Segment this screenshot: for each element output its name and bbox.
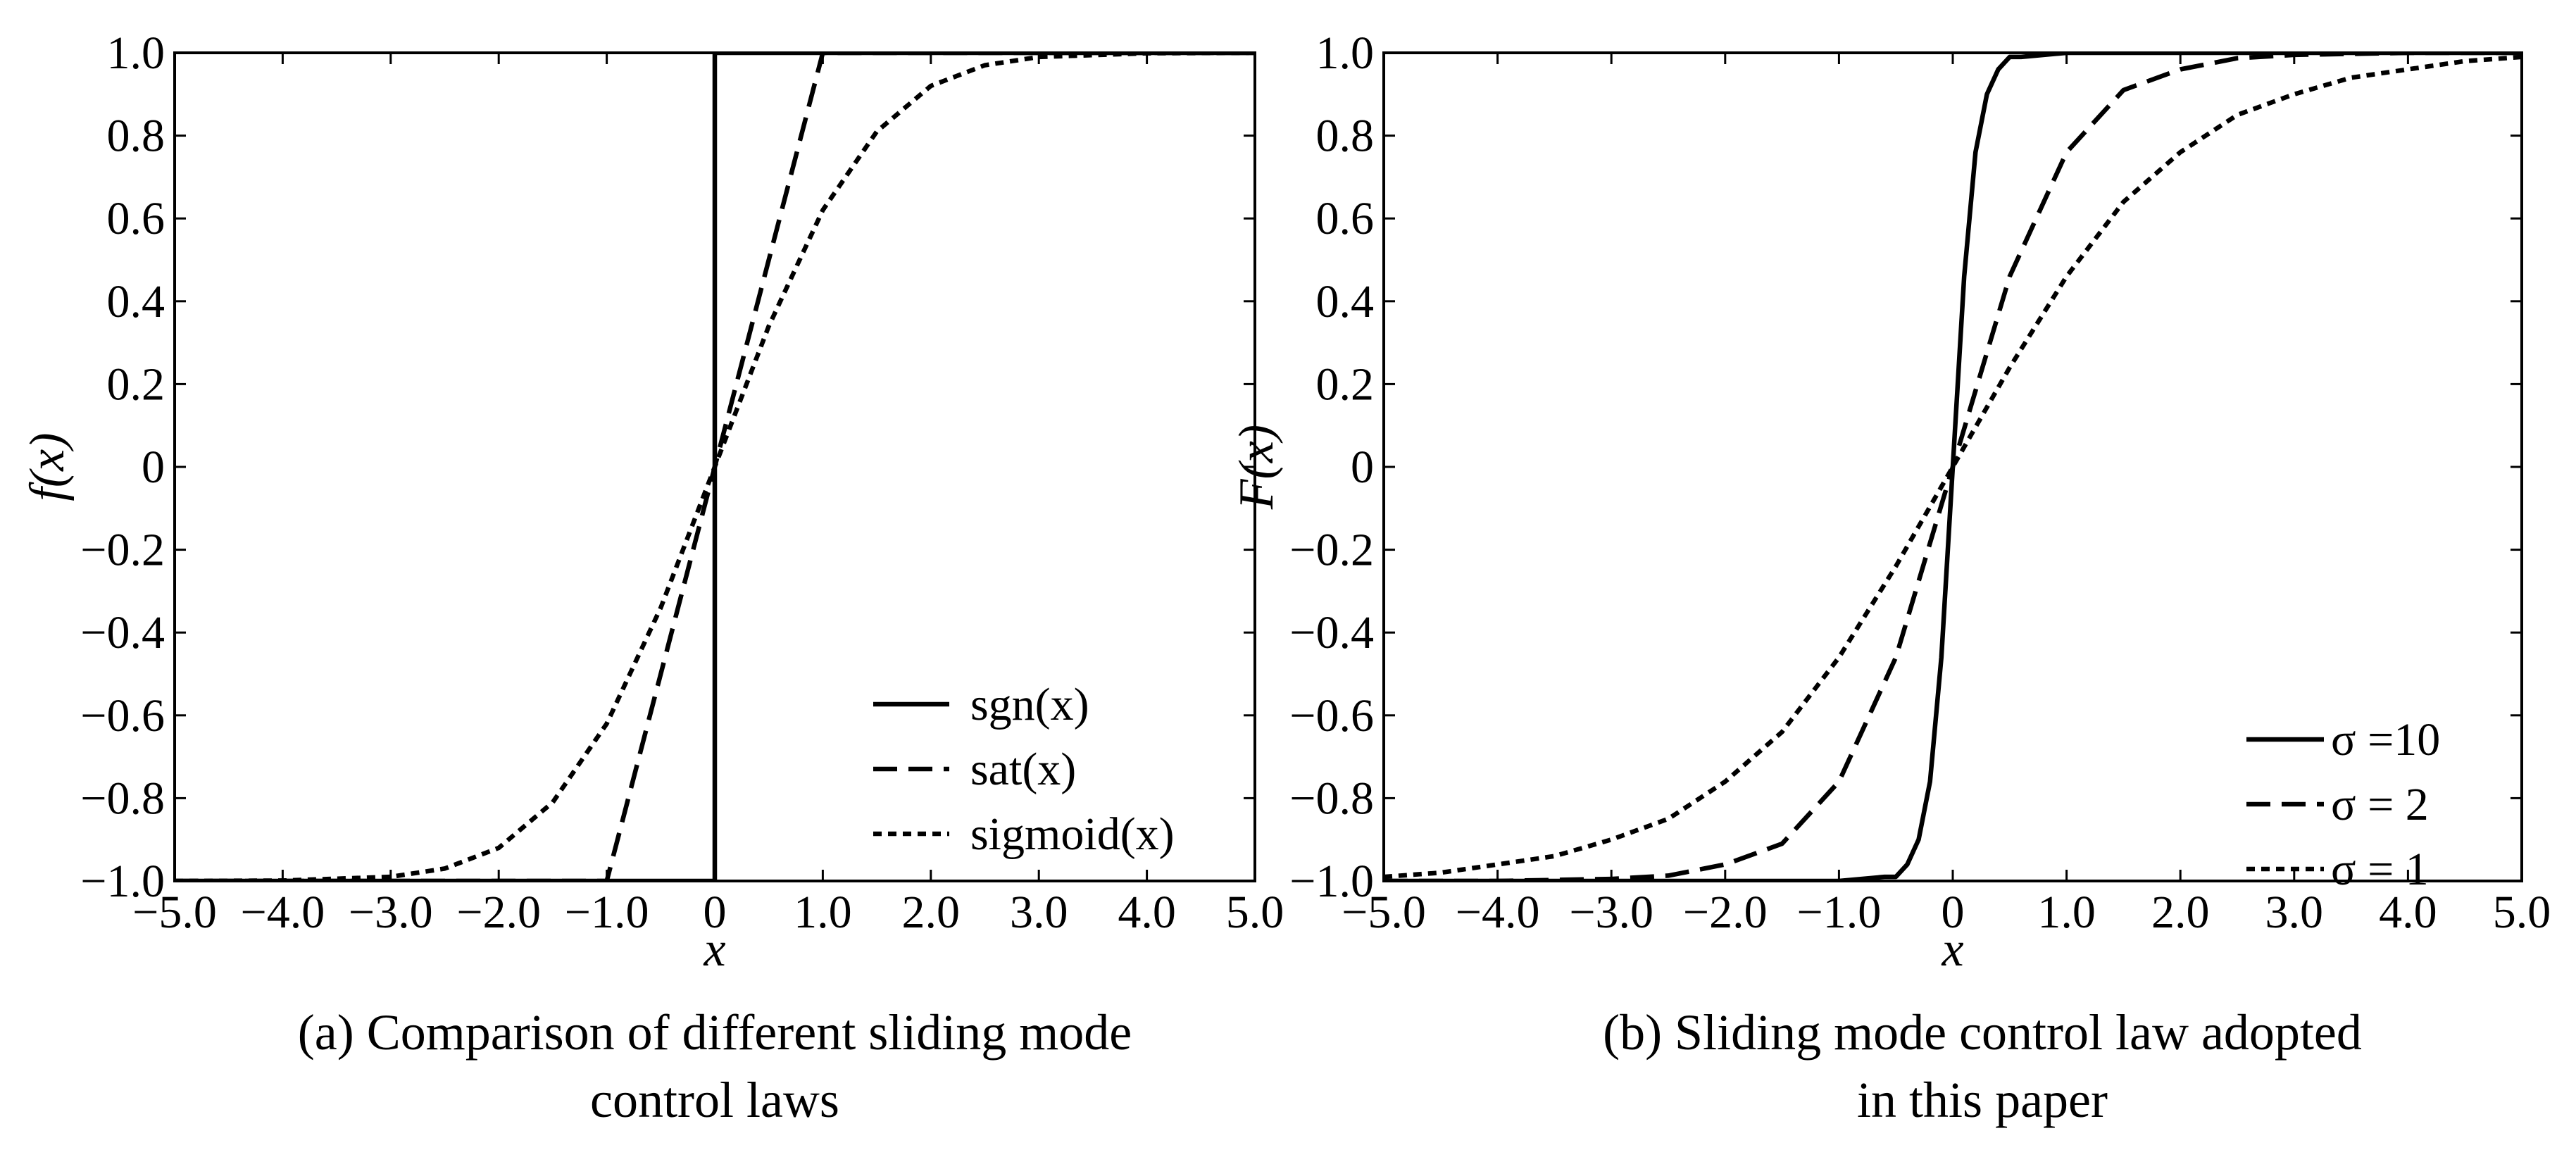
x-tick-label: −4.0: [241, 887, 325, 938]
y-tick-label: −0.4: [1289, 607, 1374, 658]
legend-label: σ =10: [2331, 714, 2440, 765]
y-tick-label: 0: [142, 442, 165, 493]
y-tick-label: 0.4: [107, 276, 165, 327]
legend-label: sat(x): [970, 744, 1076, 795]
y-tick-label: 0.8: [1316, 111, 1375, 162]
series-line-dotted: [175, 53, 1255, 881]
x-tick-label: 0: [704, 887, 727, 938]
x-tick-label: −5.0: [1342, 887, 1426, 938]
chart-panel-a: −5.0 −4.0 −3.0 −2.0 −1.0 0 1.0 2.0 3.0 4.0 5.0 1.0 0…: [20, 27, 1284, 1128]
panel-caption: (b) Sliding mode control law adopted: [1603, 1004, 2362, 1061]
x-tick-label: 4.0: [2379, 887, 2437, 938]
x-tick-label: −5.0: [132, 887, 217, 938]
x-tick-label: 3.0: [1010, 887, 1068, 938]
y-tick-label: −0.8: [1289, 773, 1374, 824]
x-tick-label: −2.0: [1683, 887, 1768, 938]
legend-label: σ = 1: [2331, 844, 2429, 895]
x-tick-label: −1.0: [1797, 887, 1882, 938]
panel-caption: control laws: [590, 1072, 839, 1128]
y-tick-label: 0.2: [107, 358, 165, 410]
x-tick-label: 3.0: [2265, 887, 2324, 938]
x-tick-label: 2.0: [2151, 887, 2210, 938]
x-tick-label: 1.0: [794, 887, 852, 938]
x-tick-label: −2.0: [456, 887, 541, 938]
y-tick-label: 1.0: [107, 27, 165, 79]
legend-label: σ = 2: [2331, 779, 2429, 830]
x-tick-label: 4.0: [1118, 887, 1176, 938]
y-tick-label: 0.2: [1316, 358, 1375, 410]
x-tick-label: −1.0: [565, 887, 649, 938]
y-tick-label: −0.6: [80, 690, 165, 742]
y-tick-label: −0.2: [1289, 525, 1374, 576]
x-tick-label: 1.0: [2037, 887, 2096, 938]
y-tick-label: −1.0: [1289, 856, 1374, 907]
y-axis-label: F(x): [1230, 425, 1284, 510]
y-axis-label: f(x): [20, 432, 75, 501]
x-tick-label: 0: [1942, 887, 1965, 938]
y-tick-label: 0.4: [1316, 276, 1375, 327]
legend-label: sgn(x): [970, 679, 1089, 730]
y-tick-label: 0.6: [107, 193, 165, 244]
series-line-dashed: [1384, 53, 2522, 881]
x-tick-label: −3.0: [1569, 887, 1653, 938]
x-tick-label: 5.0: [2493, 887, 2551, 938]
y-tick-label: −0.4: [80, 607, 165, 658]
chart-panel-b: −5.0 −4.0 −3.0 −2.0 −1.0 0 1.0 2.0 3.0 4.0 5.0 1.0 0…: [1230, 27, 2551, 1128]
x-axis-label: x: [1941, 923, 1963, 977]
x-tick-label: 2.0: [902, 887, 961, 938]
y-tick-label: −0.8: [80, 773, 165, 824]
panel-caption: in this paper: [1857, 1072, 2108, 1128]
legend-label: sigmoid(x): [970, 808, 1175, 860]
y-tick-label: 0.8: [107, 111, 165, 162]
panel-caption: (a) Comparison of different sliding mode: [298, 1004, 1132, 1061]
y-tick-label: 0: [1351, 442, 1374, 493]
x-tick-label: 5.0: [1226, 887, 1284, 938]
y-tick-label: −0.6: [1289, 690, 1374, 742]
y-tick-label: −1.0: [80, 856, 165, 907]
y-tick-label: 1.0: [1316, 27, 1375, 79]
y-tick-label: −0.2: [80, 525, 165, 576]
x-tick-label: −3.0: [349, 887, 433, 938]
x-axis-label: x: [703, 923, 725, 977]
x-tick-label: −4.0: [1456, 887, 1540, 938]
y-tick-label: 0.6: [1316, 193, 1375, 244]
